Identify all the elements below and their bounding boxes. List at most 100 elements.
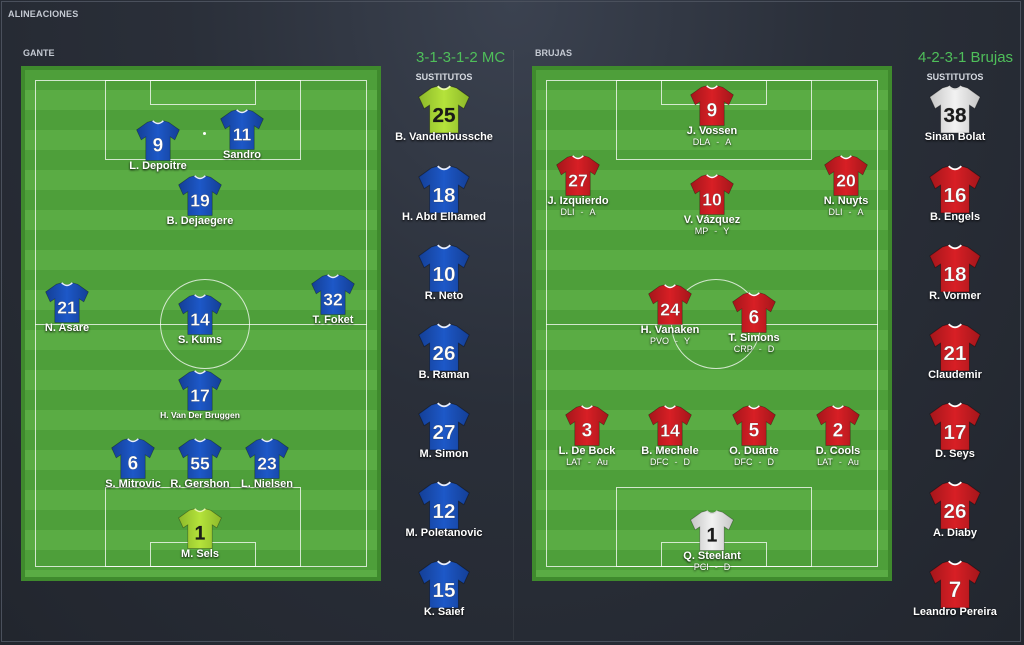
jersey-icon: 16 <box>929 165 981 214</box>
svg-text:10: 10 <box>432 263 455 286</box>
away-sub-player[interactable]: 38 Sinan Bolat <box>895 85 1015 143</box>
player-duty: A <box>725 137 732 147</box>
home-lineup-player[interactable]: 21 N. Asare <box>12 282 122 334</box>
player-role: MP - Y <box>694 226 730 236</box>
jersey-icon: 10 <box>418 244 470 293</box>
svg-text:26: 26 <box>432 342 455 365</box>
jersey-icon: 24 <box>648 284 692 325</box>
jersey-icon: 17 <box>178 370 222 411</box>
jersey-icon: 55 <box>178 438 222 479</box>
svg-text:6: 6 <box>749 307 760 328</box>
player-name: Claudemir <box>928 369 982 381</box>
player-name: L. Nielsen <box>241 478 293 490</box>
home-sub-player[interactable]: 27 M. Simon <box>384 402 504 460</box>
home-formation[interactable]: 3-1-3-1-2 MC <box>416 49 506 66</box>
svg-text:1: 1 <box>707 525 718 546</box>
home-lineup-player[interactable]: 6 S. Mitrovic <box>78 438 188 490</box>
jersey-icon: 14 <box>178 294 222 335</box>
away-lineup-player[interactable]: 10 V. Vázquez MP - Y <box>657 174 767 236</box>
player-role: DFC - D <box>650 457 690 467</box>
player-name: N. Nuyts <box>823 195 869 207</box>
home-sub-player[interactable]: 12 M. Poletanovic <box>384 481 504 539</box>
player-name: H. Abd Elhamed <box>402 211 486 223</box>
away-lineup-player[interactable]: 1 Q. Steelant PCI - D <box>657 510 767 572</box>
svg-text:5: 5 <box>749 420 760 441</box>
away-team-label: BRUJAS <box>535 48 573 58</box>
jersey-icon: 1 <box>690 510 734 551</box>
away-sub-player[interactable]: 21 Claudemir <box>895 323 1015 381</box>
player-name: T. Foket <box>312 314 354 326</box>
svg-text:20: 20 <box>836 170 856 190</box>
player-name: H. Vanaken <box>640 324 700 336</box>
home-sub-player[interactable]: 18 H. Abd Elhamed <box>384 165 504 223</box>
away-sub-player[interactable]: 18 R. Vormer <box>895 244 1015 302</box>
goal-box-top <box>150 80 256 105</box>
home-sub-player[interactable]: 26 B. Raman <box>384 323 504 381</box>
jersey-icon: 5 <box>732 405 776 446</box>
svg-text:18: 18 <box>943 263 966 286</box>
svg-text:10: 10 <box>702 189 722 209</box>
player-duty: D <box>723 562 731 572</box>
player-name: B. Dejaegere <box>166 215 234 227</box>
home-lineup-player[interactable]: 23 L. Nielsen <box>212 438 322 490</box>
home-sub-player[interactable]: 25 B. Vandenbussche <box>384 85 504 143</box>
home-lineup-player[interactable]: 9 L. Depoitre <box>103 120 213 172</box>
away-lineup-player[interactable]: 24 H. Vanaken PVO - Y <box>615 284 725 346</box>
player-position: LAT <box>566 457 582 467</box>
jersey-icon: 26 <box>929 481 981 530</box>
player-position: DLI <box>560 207 575 217</box>
jersey-icon: 11 <box>220 109 264 150</box>
home-subs-label: SUSTITUTOS <box>415 72 473 82</box>
player-duty: Au <box>596 457 608 467</box>
away-lineup-player[interactable]: 20 N. Nuyts DLI - A <box>791 155 901 217</box>
home-sub-player[interactable]: 10 R. Neto <box>384 244 504 302</box>
home-lineup-player[interactable]: 19 B. Dejaegere <box>145 175 255 227</box>
player-duty: D <box>767 344 775 354</box>
svg-text:26: 26 <box>943 500 966 523</box>
away-lineup-player[interactable]: 3 L. De Bock LAT - Au <box>532 405 642 467</box>
player-role: PVO - Y <box>649 336 691 346</box>
home-lineup-player[interactable]: 11 Sandro <box>187 109 297 161</box>
away-lineup-player[interactable]: 2 D. Cools LAT - Au <box>783 405 893 467</box>
player-name: Leandro Pereira <box>913 606 997 618</box>
player-name: J. Vossen <box>686 125 738 137</box>
player-role: DLI - A <box>828 207 864 217</box>
away-sub-player[interactable]: 16 B. Engels <box>895 165 1015 223</box>
away-formation[interactable]: 4-2-3-1 Brujas <box>918 49 1014 66</box>
away-lineup-player[interactable]: 27 J. Izquierdo DLI - A <box>523 155 633 217</box>
jersey-icon: 14 <box>648 405 692 446</box>
home-team-label: GANTE <box>23 48 55 58</box>
svg-text:14: 14 <box>660 420 680 440</box>
home-lineup-player[interactable]: 1 M. Sels <box>145 508 255 560</box>
svg-text:12: 12 <box>432 500 455 523</box>
player-duty: Y <box>723 226 730 236</box>
player-name: Sinan Bolat <box>924 131 986 143</box>
jersey-icon: 21 <box>929 323 981 372</box>
player-name: D. Seys <box>935 448 975 460</box>
jersey-icon: 20 <box>824 155 868 196</box>
player-duty: A <box>857 207 864 217</box>
home-lineup-player[interactable]: 32 T. Foket <box>278 274 388 326</box>
player-duty: Y <box>684 336 691 346</box>
home-sub-player[interactable]: 15 K. Saief <box>384 560 504 618</box>
away-sub-player[interactable]: 26 A. Diaby <box>895 481 1015 539</box>
player-name: S. Kums <box>177 334 222 346</box>
player-position: PVO <box>649 336 669 346</box>
away-sub-player[interactable]: 17 D. Seys <box>895 402 1015 460</box>
jersey-icon: 17 <box>929 402 981 451</box>
home-lineup-player[interactable]: 17 H. Van Der Bruggen <box>145 370 255 420</box>
away-lineup-player[interactable]: 6 T. Simons CRP - D <box>699 292 809 354</box>
player-name: R. Vormer <box>929 290 981 302</box>
jersey-icon: 38 <box>929 85 981 134</box>
svg-text:2: 2 <box>833 420 844 441</box>
home-lineup-player[interactable]: 55 R. Gershon <box>145 438 255 490</box>
away-lineup-player[interactable]: 9 J. Vossen DLA - A <box>657 85 767 147</box>
center-circle <box>160 279 250 369</box>
away-sub-player[interactable]: 7 Leandro Pereira <box>895 560 1015 618</box>
svg-text:9: 9 <box>153 135 164 156</box>
home-lineup-player[interactable]: 14 S. Kums <box>145 294 255 346</box>
svg-text:9: 9 <box>707 100 718 121</box>
away-lineup-player[interactable]: 5 O. Duarte DFC - D <box>699 405 809 467</box>
player-duty: Au <box>847 457 859 467</box>
away-lineup-player[interactable]: 14 B. Mechele DFC - D <box>615 405 725 467</box>
